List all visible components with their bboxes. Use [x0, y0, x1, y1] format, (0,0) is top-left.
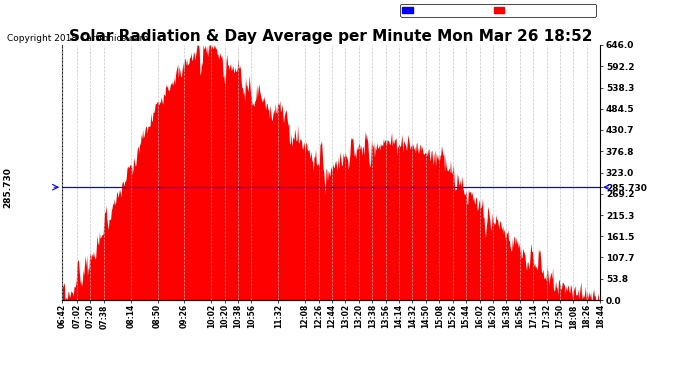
Text: 285.730: 285.730: [3, 167, 12, 208]
Text: Copyright 2018 Cartronics.com: Copyright 2018 Cartronics.com: [7, 34, 148, 43]
Title: Solar Radiation & Day Average per Minute Mon Mar 26 18:52: Solar Radiation & Day Average per Minute…: [70, 29, 593, 44]
Legend: Median (w/m2), Radiation (w/m2): Median (w/m2), Radiation (w/m2): [400, 4, 595, 17]
